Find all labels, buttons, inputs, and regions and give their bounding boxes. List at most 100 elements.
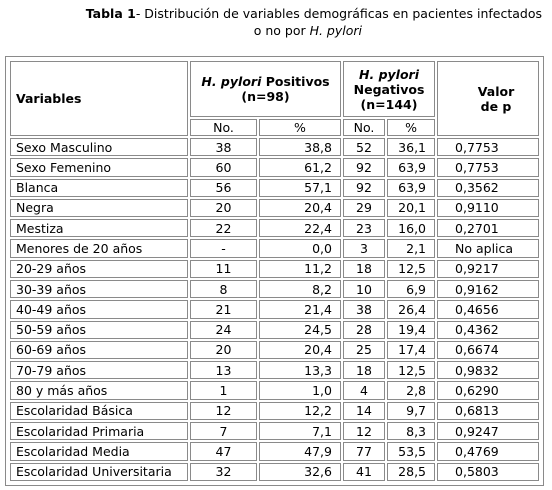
cell-variable: 80 y más años (10, 381, 188, 400)
cell-variable: Escolaridad Primaria (10, 421, 188, 441)
table-row: Escolaridad Universitaria 32 32,6 41 28,5 0,5… (10, 462, 539, 481)
cell-pvalue: No aplica (437, 239, 539, 258)
cell-variable: Sexo Femenino (10, 158, 188, 177)
cell-neg-pct: 36,1 (387, 138, 436, 157)
cell-neg-no: 18 (343, 361, 385, 380)
cell-pos-pct: 0,0 (259, 239, 341, 258)
table-caption: Tabla 1- Distribución de variables demog… (22, 5, 542, 39)
cell-variable: Escolaridad Media (10, 442, 188, 461)
cell-neg-no: 41 (343, 462, 385, 481)
cell-pos-pct: 24,5 (259, 320, 341, 339)
cell-variable: Escolaridad Básica (10, 401, 188, 420)
cell-neg-pct: 53,5 (387, 442, 436, 461)
cell-pos-pct: 47,9 (259, 442, 341, 461)
header-positivos-italic: H. pylori (201, 74, 262, 89)
table-row: 20-29 años 11 11,2 18 12,5 0,9217 (10, 259, 539, 278)
cell-pos-pct: 21,4 (259, 300, 341, 319)
table-row: Escolaridad Primaria 7 7,1 12 8,3 0,9247 (10, 421, 539, 441)
cell-neg-no: 4 (343, 381, 385, 400)
cell-pos-no: 7 (190, 421, 257, 441)
caption-text: - Distribución de variables demográficas… (135, 6, 542, 21)
cell-pos-pct: 32,6 (259, 462, 341, 481)
table-head: Variables H. pylori Positivos (n=98) H. … (10, 61, 539, 136)
subheader-neg-no: No. (343, 119, 385, 136)
subheader-row: No. % No. % (10, 119, 539, 136)
header-positivos-n: (n=98) (241, 89, 290, 104)
cell-variable: 40-49 años (10, 300, 188, 319)
cell-pos-no: 13 (190, 361, 257, 380)
cell-neg-no: 25 (343, 340, 385, 360)
cell-pos-no: 56 (190, 178, 257, 197)
table-row: Escolaridad Media 47 47,9 77 53,5 0,4769 (10, 442, 539, 461)
cell-pos-pct: 57,1 (259, 178, 341, 197)
cell-pos-no: 20 (190, 198, 257, 218)
cell-pos-no: 22 (190, 219, 257, 238)
cell-neg-no: 38 (343, 300, 385, 319)
cell-pos-no: 60 (190, 158, 257, 177)
table-row: Escolaridad Básica 12 12,2 14 9,7 0,6813 (10, 401, 539, 420)
header-negativos-n: (n=144) (360, 96, 418, 112)
cell-pos-no: 8 (190, 279, 257, 299)
table-row: 70-79 años 13 13,3 18 12,5 0,9832 (10, 361, 539, 380)
data-table-frame: Variables H. pylori Positivos (n=98) H. … (5, 56, 544, 486)
cell-variable: 50-59 años (10, 320, 188, 339)
cell-neg-pct: 12,5 (387, 259, 436, 278)
cell-neg-no: 14 (343, 401, 385, 420)
table-row: Blanca 56 57,1 92 63,9 0,3562 (10, 178, 539, 197)
cell-neg-no: 12 (343, 421, 385, 441)
cell-pvalue: 0,7753 (437, 138, 539, 157)
data-table: Variables H. pylori Positivos (n=98) H. … (8, 59, 541, 483)
cell-pvalue: 0,6674 (437, 340, 539, 360)
caption-line2-prefix: o no por (253, 23, 310, 38)
cell-pvalue: 0,4769 (437, 442, 539, 461)
header-positivos: H. pylori Positivos (n=98) (190, 61, 341, 117)
cell-pos-pct: 22,4 (259, 219, 341, 238)
cell-neg-no: 92 (343, 178, 385, 197)
cell-pos-no: 24 (190, 320, 257, 339)
cell-pos-no: 47 (190, 442, 257, 461)
cell-neg-no: 52 (343, 138, 385, 157)
cell-pos-no: 12 (190, 401, 257, 420)
caption-line2-italic: H. pylori (309, 23, 362, 38)
table-row: Mestiza 22 22,4 23 16,0 0,2701 (10, 219, 539, 238)
header-negativos: H. pylori Negativos (n=144) (343, 61, 436, 117)
caption-label: Tabla 1 (85, 6, 136, 21)
table-row: Negra 20 20,4 29 20,1 0,9110 (10, 198, 539, 218)
cell-neg-pct: 19,4 (387, 320, 436, 339)
table-row: 60-69 años 20 20,4 25 17,4 0,6674 (10, 340, 539, 360)
header-negativos-word: Negativos (353, 81, 425, 97)
cell-pos-no: 11 (190, 259, 257, 278)
cell-pvalue: 0,4362 (437, 320, 539, 339)
cell-neg-no: 3 (343, 239, 385, 258)
table-row: Sexo Femenino 60 61,2 92 63,9 0,7753 (10, 158, 539, 177)
cell-variable: Mestiza (10, 219, 188, 238)
cell-variable: Negra (10, 198, 188, 218)
cell-neg-no: 77 (343, 442, 385, 461)
cell-pvalue: 0,6813 (437, 401, 539, 420)
cell-neg-pct: 12,5 (387, 361, 436, 380)
cell-neg-pct: 2,1 (387, 239, 436, 258)
cell-neg-pct: 9,7 (387, 401, 436, 420)
subheader-pos-pct: % (259, 119, 341, 136)
cell-pos-pct: 12,2 (259, 401, 341, 420)
cell-neg-no: 29 (343, 198, 385, 218)
header-negativos-italic: H. pylori (359, 66, 419, 82)
header-pvalue-line1: Valor (477, 83, 515, 99)
cell-pos-pct: 20,4 (259, 198, 341, 218)
cell-neg-pct: 63,9 (387, 178, 436, 197)
cell-variable: 60-69 años (10, 340, 188, 360)
table-body: Sexo Masculino 38 38,8 52 36,1 0,7753 Sexo Fem… (10, 138, 539, 481)
table-row: 80 y más años 1 1,0 4 2,8 0,6290 (10, 381, 539, 400)
cell-neg-pct: 28,5 (387, 462, 436, 481)
cell-pvalue: 0,7753 (437, 158, 539, 177)
subheader-neg-pct: % (387, 119, 436, 136)
subheader-pos-no: No. (190, 119, 257, 136)
cell-pos-pct: 1,0 (259, 381, 341, 400)
cell-neg-no: 10 (343, 279, 385, 299)
cell-pvalue: 0,9110 (437, 198, 539, 218)
cell-neg-pct: 26,4 (387, 300, 436, 319)
cell-variable: Sexo Masculino (10, 138, 188, 157)
cell-pos-no: 20 (190, 340, 257, 360)
cell-variable: 30-39 años (10, 279, 188, 299)
header-variables: Variables (10, 61, 188, 136)
